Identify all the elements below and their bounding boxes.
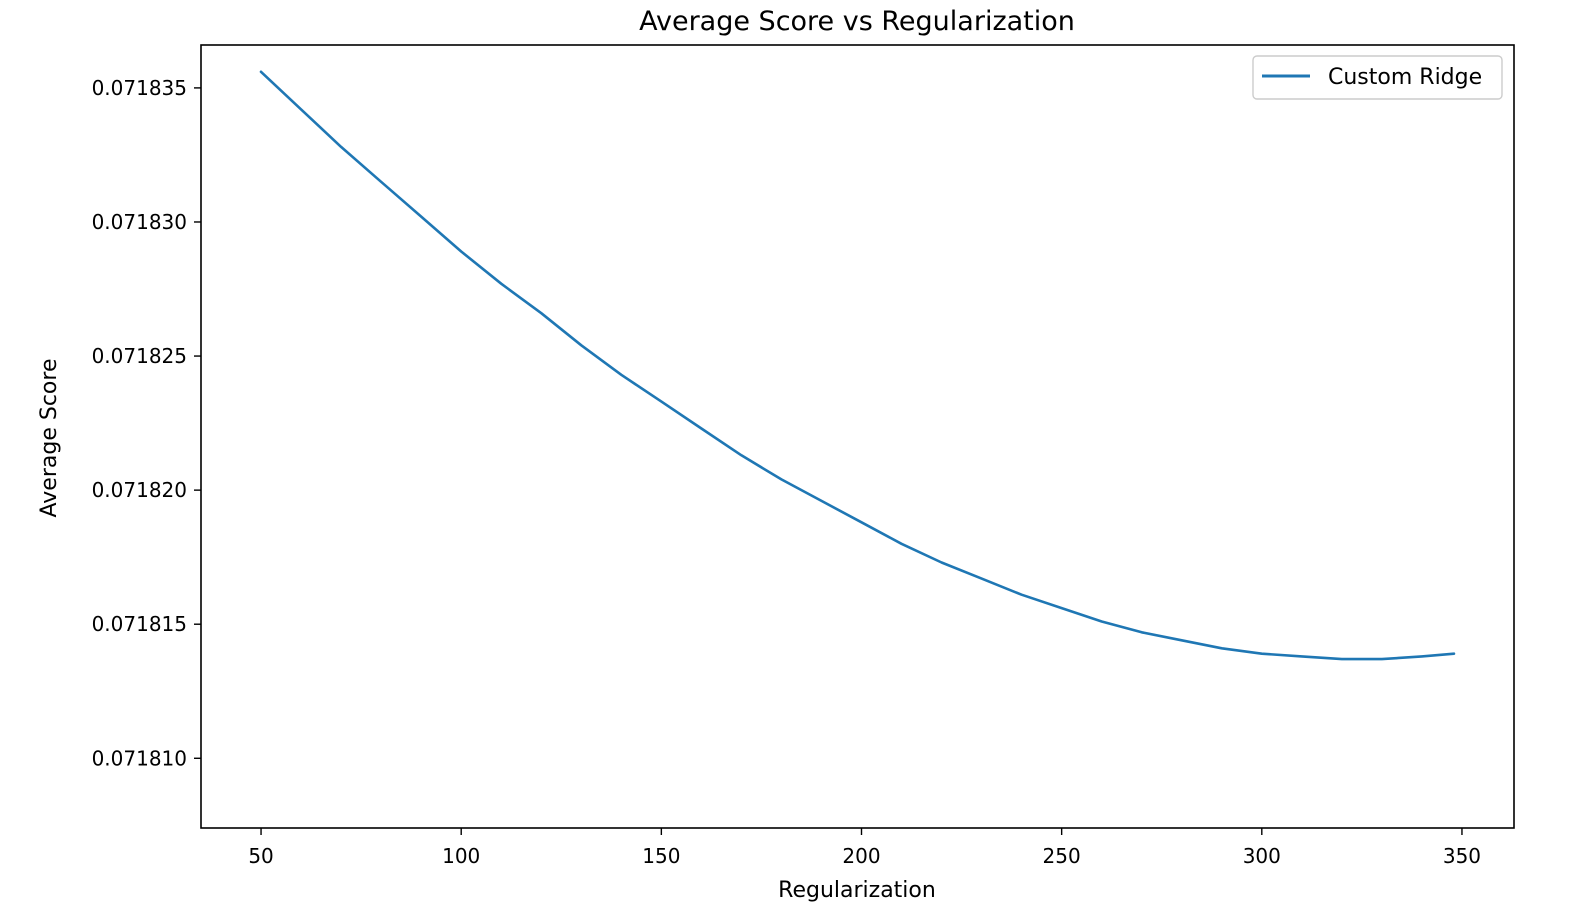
y-tick-label: 0.071825: [92, 344, 187, 368]
y-tick-label: 0.071820: [92, 478, 187, 502]
series-line-custom-ridge: [259, 70, 1456, 661]
x-tick-label: 300: [1243, 844, 1281, 868]
legend-label-custom-ridge: Custom Ridge: [1328, 65, 1482, 90]
legend: Custom Ridge: [1252, 55, 1503, 100]
x-tick-label: 250: [1043, 844, 1081, 868]
x-tick-label: 100: [442, 844, 480, 868]
x-tick-label: 200: [842, 844, 880, 868]
y-tick-label: 0.071830: [92, 210, 187, 234]
x-tick-label: 350: [1443, 844, 1481, 868]
x-axis: 50 100 150 200 250 300 350: [248, 828, 1481, 868]
y-axis: 0.071810 0.071815 0.071820 0.071825 0.071830…: [92, 76, 201, 770]
chart-title: Average Score vs Regularization: [639, 6, 1075, 37]
axes-frame: [200, 44, 1515, 829]
legend-box: [1252, 55, 1503, 100]
y-axis-label: Average Score: [37, 359, 62, 518]
x-tick-label: 50: [248, 844, 273, 868]
y-tick-label: 0.071810: [92, 746, 187, 770]
x-axis-label: Regularization: [778, 878, 936, 903]
plot-area: [259, 70, 1456, 661]
y-tick-label: 0.071815: [92, 612, 187, 636]
y-tick-label: 0.071835: [92, 76, 187, 100]
x-tick-label: 150: [642, 844, 680, 868]
